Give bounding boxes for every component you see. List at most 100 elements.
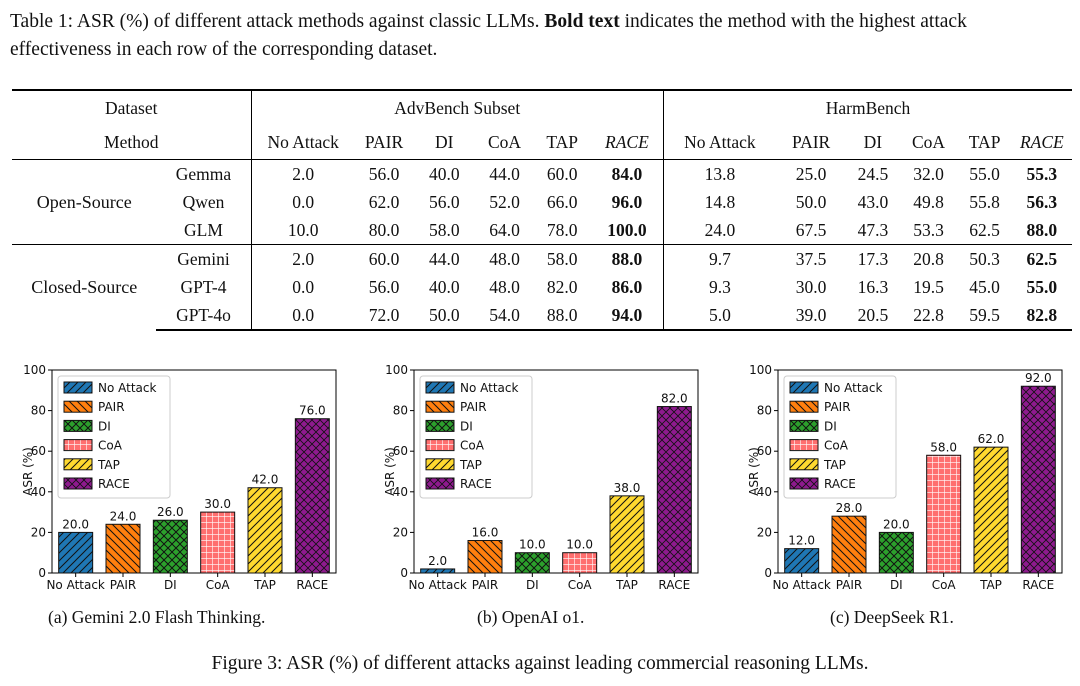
value-cell: 62.5	[969, 219, 1000, 240]
bar-value-label: 82.0	[661, 392, 688, 406]
chart-a: 0 20 40 60 80 100 ASR (%) 20.0 No Attack 24.0 PAIR…	[20, 360, 340, 600]
y-tick-label: 0	[400, 566, 408, 580]
value-cell: 40.0	[428, 276, 460, 297]
table-row: GPT-4 0.0 56.0 40.0 48.0 82.0 86.0 9.3 30.0 16.3 1…	[12, 273, 1072, 301]
value-cell: 13.8	[663, 159, 776, 188]
value-cell: 14.8	[704, 191, 736, 212]
value-cell: 60.0	[533, 159, 591, 188]
value-cell: 53.3	[913, 219, 944, 240]
table-row: Closed-Source Gemini 2.0 60.0 44.0 48.0 58.0 88…	[12, 244, 1072, 330]
method-column-header: No Attack	[267, 131, 339, 152]
value-cell: 50.3	[957, 244, 1012, 273]
legend-swatch	[63, 458, 93, 471]
value-cell: 62.5	[1011, 244, 1072, 273]
value-cell: 22.8	[899, 301, 958, 331]
y-tick-label: 100	[23, 363, 46, 377]
value-cell: 72.0	[354, 301, 414, 331]
bar-tap	[247, 487, 283, 574]
y-tick-label: 40	[31, 485, 46, 499]
table-row: Qwen 0.0 62.0 56.0 52.0 66.0 96.0 14.8 50.0 43.0 4…	[12, 188, 1072, 216]
value-cell: 0.0	[292, 276, 315, 297]
value-cell: 37.5	[775, 244, 847, 273]
legend-swatch	[789, 458, 819, 471]
x-tick-label: PAIR	[472, 578, 499, 592]
value-cell: 49.8	[913, 191, 944, 212]
value-cell: 55.3	[1011, 159, 1072, 188]
x-tick-label: No Attack	[772, 578, 830, 592]
bar-di	[152, 519, 188, 574]
y-tick-label: 60	[393, 444, 408, 458]
bar-value-label: 28.0	[836, 501, 863, 515]
y-tick-label: 0	[764, 566, 772, 580]
legend: No Attack PAIR DI CoA TAP RACE	[419, 375, 533, 499]
table-row: GLM 10.0 80.0 58.0 64.0 78.0 100.0 24.0 67.5 47.3…	[12, 216, 1072, 245]
value-cell: 64.0	[489, 219, 520, 240]
legend-label: DI	[460, 419, 473, 433]
chart-c-caption: (c) DeepSeek R1.	[830, 607, 954, 627]
bar-value-label: 26.0	[157, 505, 184, 519]
model-label: GPT-4	[156, 273, 252, 301]
model-label: Gemini	[156, 244, 252, 273]
value-cell: 48.0	[489, 276, 520, 297]
chart-b-caption: (b) OpenAI o1.	[477, 607, 585, 627]
legend-swatch	[425, 477, 455, 490]
x-tick-label: TAP	[253, 578, 276, 592]
bar-race	[294, 418, 330, 574]
legend-swatch	[63, 477, 93, 490]
plot-frame	[777, 369, 1063, 574]
value-cell: 58.0	[533, 244, 591, 273]
legend-label: CoA	[98, 439, 123, 453]
value-cell: 88.0	[1026, 219, 1058, 240]
x-tick-label: No Attack	[408, 578, 466, 592]
value-cell: 9.3	[708, 276, 731, 297]
legend-label: PAIR	[98, 400, 125, 414]
method-column-header: TAP	[546, 131, 579, 152]
x-tick-label: DI	[164, 578, 177, 592]
bar-no-attack	[58, 531, 94, 574]
legend-swatch	[63, 381, 93, 394]
value-cell: 50.0	[795, 191, 827, 212]
legend-swatch	[63, 439, 93, 452]
legend-label: DI	[98, 419, 111, 433]
value-cell: 5.0	[663, 301, 776, 331]
method-column-header: CoA	[911, 131, 946, 152]
bar-di	[514, 552, 550, 574]
y-tick-label: 60	[31, 444, 46, 458]
value-cell: 84.0	[590, 159, 665, 188]
bar-value-label: 12.0	[788, 534, 815, 548]
bar-value-label: 62.0	[978, 432, 1005, 446]
y-tick-label: 0	[38, 566, 46, 580]
y-tick-label: 60	[757, 444, 772, 458]
value-cell: 20.5	[846, 301, 900, 331]
figure-caption: Figure 3: ASR (%) of different attacks a…	[211, 653, 869, 674]
value-cell: 62.0	[368, 191, 400, 212]
legend-swatch	[425, 458, 455, 471]
legend-swatch	[789, 477, 819, 490]
value-cell: 9.7	[663, 244, 776, 273]
bar-value-label: 10.0	[566, 538, 593, 552]
value-cell: 56.3	[1026, 191, 1058, 212]
bar-value-label: 2.0	[428, 554, 447, 568]
value-cell: 17.3	[846, 244, 900, 273]
value-cell: 16.3	[857, 276, 889, 297]
value-cell: 86.0	[590, 273, 665, 301]
legend-label: TAP	[459, 458, 482, 472]
x-tick-label: PAIR	[836, 578, 863, 592]
dataset-harmbench-header: HarmBench	[663, 89, 1072, 125]
table-header-row: Dataset AdvBench Subset HarmBench	[12, 89, 1072, 125]
chart-a-caption: (a) Gemini 2.0 Flash Thinking.	[48, 607, 266, 627]
value-cell: 78.0	[546, 219, 578, 240]
y-tick-label: 20	[31, 525, 46, 539]
legend-swatch	[425, 400, 455, 413]
value-cell: 56.0	[428, 191, 460, 212]
value-cell: 45.0	[969, 276, 1000, 297]
value-cell: 44.0	[413, 244, 476, 273]
group-label: Open-Source	[12, 159, 157, 245]
table-method-row: Method No Attack PAIR DI CoA TAP RACE No Attack…	[12, 125, 1072, 160]
legend-label: PAIR	[824, 400, 851, 414]
table-caption-bold: Bold text	[544, 11, 620, 32]
bar-no-attack	[420, 568, 456, 574]
value-cell: 55.8	[969, 191, 1000, 212]
x-tick-label: RACE	[1022, 578, 1054, 592]
value-cell: 48.0	[475, 244, 534, 273]
